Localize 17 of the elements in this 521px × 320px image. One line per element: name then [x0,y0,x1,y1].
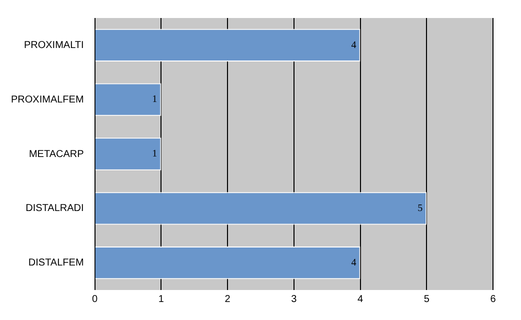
x-tick-label: 2 [224,294,231,305]
data-label: 1 [152,148,158,160]
y-tick-label: DISTALRADI [26,203,84,214]
y-tick-label: METACARP [28,148,84,160]
x-tick-label: 6 [490,294,496,305]
y-tick-label: PROXIMALFEM [10,94,84,106]
y-tick-label: PROXIMALTI [24,40,84,51]
data-label: 5 [418,203,423,214]
x-tick-label: 4 [357,294,364,305]
data-label: 4 [351,257,356,268]
x-tick-label: 1 [158,294,164,305]
x-tick-label: 5 [424,294,430,305]
y-tick-label: DISTALFEM [28,258,84,269]
x-tick-label: 3 [291,294,298,305]
data-label: 1 [152,94,158,106]
data-label: 4 [351,40,356,51]
x-tick-label: 0 [92,294,98,305]
